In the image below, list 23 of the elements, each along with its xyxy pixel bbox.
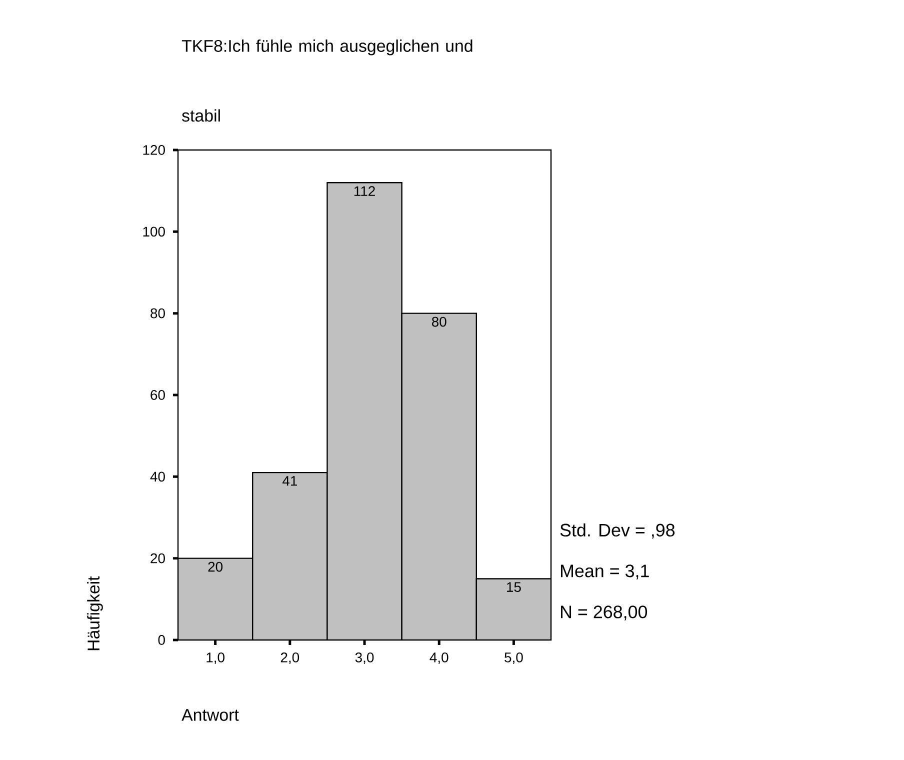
text: Mean = 3,1	[560, 564, 649, 580]
data-label: 80	[432, 316, 446, 327]
y-tick-label: 100	[143, 226, 165, 237]
y-tick-label: 60	[150, 390, 165, 400]
data-label: 41	[282, 476, 297, 486]
data-label: 20	[208, 562, 223, 572]
chart-title: TKF8:Ich fühle mich ausgeglichen und stabil	[182, 40, 472, 122]
y-tick-label: 40	[150, 472, 165, 482]
x-tick-label: 4,0	[430, 652, 448, 664]
y-tick-label: 80	[150, 308, 165, 318]
x-tick-label: 2,0	[280, 652, 300, 664]
y-axis-title: Häufigkeit	[87, 576, 103, 650]
text: N = 268,00	[560, 606, 648, 620]
y-tick-label: 0	[158, 635, 165, 645]
y-tick-label: 120	[143, 145, 165, 155]
x-tick-label: 1,0	[206, 652, 224, 664]
y-tick-label: 20	[150, 553, 165, 564]
x-tick-label: 3,0	[355, 652, 374, 664]
x-tick-label: 5,0	[504, 652, 523, 664]
data-label: 112	[354, 186, 375, 196]
text: Std. Dev = ,98	[560, 523, 675, 539]
data-label: 15	[507, 582, 521, 592]
x-axis-title: Antwort	[182, 709, 239, 721]
